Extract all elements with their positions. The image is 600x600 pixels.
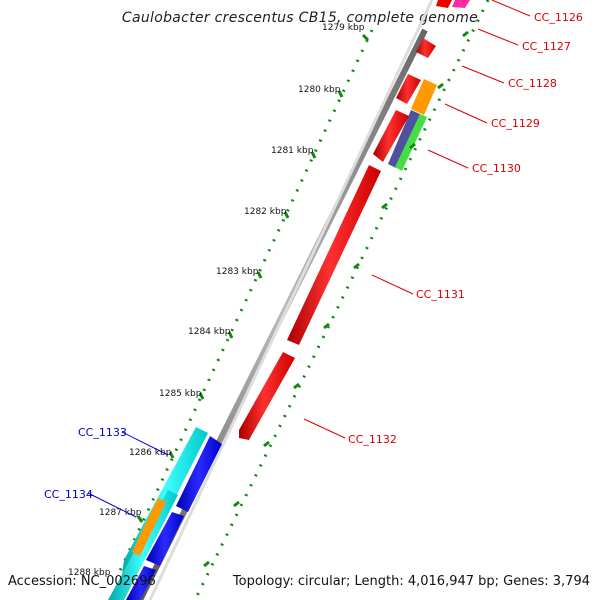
gene-label-cc-1126[interactable]: CC_1126 — [534, 11, 583, 24]
gene-feature-cc-1127[interactable] — [416, 38, 436, 58]
leader-cc-1131 — [371, 274, 414, 295]
accession-text: Accession: NC_002696 — [8, 574, 156, 589]
gene-feature-cc-1132[interactable] — [239, 352, 295, 440]
inner-tick — [293, 382, 300, 390]
leader-cc-1134 — [87, 492, 137, 518]
gene-label-cc-1132[interactable]: CC_1132 — [348, 433, 397, 446]
tick-label: 1286 kbp — [129, 448, 172, 458]
genome-summary-text: Topology: circular; Length: 4,016,947 bp… — [232, 574, 590, 589]
tick-label: 1283 kbp — [216, 267, 259, 277]
tick-mark — [361, 33, 370, 42]
inner-tick — [263, 440, 270, 448]
gene-label-cc-1131[interactable]: CC_1131 — [416, 288, 465, 301]
forward-genes — [239, 0, 470, 440]
tick-label: 1281 kbp — [271, 146, 314, 156]
gene-feature-blue-2[interactable] — [146, 512, 184, 566]
tick-mark — [136, 515, 144, 523]
reverse-genes — [108, 427, 222, 600]
gene-feature-cc-1126[interactable] — [436, 0, 452, 8]
tick-mark — [283, 211, 290, 219]
gene-feature-orange[interactable] — [132, 498, 166, 556]
gene-feature-cc-1130[interactable] — [373, 110, 409, 162]
inner-tick — [233, 500, 240, 508]
tick-label: 1280 kbp — [298, 85, 341, 95]
gene-feature-blue-1[interactable] — [176, 436, 222, 512]
inner-tick — [323, 322, 330, 330]
tick-label: 1282 kbp — [244, 207, 287, 217]
gene-feature-cc-1126b[interactable] — [452, 0, 470, 8]
gene-feature-cc-1130-green[interactable] — [395, 114, 427, 171]
tick-mark — [256, 271, 263, 279]
leader-cc-1132 — [303, 418, 346, 439]
tick-label: 1285 kbp — [159, 389, 202, 399]
inner-dotted-track — [116, 29, 374, 576]
inner-tick — [203, 560, 210, 568]
tick-label: 1279 kbp — [322, 23, 365, 33]
tick-mark — [310, 151, 317, 159]
inner-tick — [409, 142, 416, 150]
tick-mark — [337, 90, 344, 98]
tick-mark — [168, 451, 175, 459]
tick-label: 1284 kbp — [188, 327, 231, 337]
gene-label-cc-1134[interactable]: CC_1134 — [44, 488, 93, 501]
inner-tick — [437, 82, 444, 90]
gene-feature-blue-3[interactable] — [126, 566, 156, 600]
leader-cc-1133 — [121, 431, 169, 456]
gene-labels: CC_1126 CC_1127 CC_1128 CC_1129 CC_1130 … — [44, 11, 583, 501]
tick-group: 1279 kbp 1280 kbp 1281 kbp 1282 kbp 1283… — [68, 23, 469, 578]
tick-mark — [198, 392, 205, 400]
gene-label-cc-1130[interactable]: CC_1130 — [472, 162, 521, 175]
leader-cc-1127 — [477, 28, 519, 46]
tick-label: 1288 kbp — [68, 568, 111, 578]
outer-dotted-track — [193, 0, 490, 600]
gene-label-cc-1127[interactable]: CC_1127 — [522, 40, 571, 53]
gene-feature-cc-1129-orange[interactable] — [411, 79, 437, 115]
gene-label-cc-1128[interactable]: CC_1128 — [508, 77, 557, 90]
gene-feature-cc-1131[interactable] — [287, 165, 381, 345]
backbone-highlight — [148, 0, 434, 600]
inner-tick — [381, 202, 388, 210]
gene-label-cc-1133[interactable]: CC_1133 — [78, 426, 127, 439]
tick-label: 1287 kbp — [99, 508, 142, 518]
gene-feature-cc-1128[interactable] — [396, 74, 421, 104]
inner-tick — [462, 30, 469, 38]
leader-cc-1130 — [427, 149, 469, 169]
leader-cc-1128 — [461, 65, 505, 84]
map-title: Caulobacter crescentus CB15, complete ge… — [121, 10, 479, 26]
gene-label-cc-1129[interactable]: CC_1129 — [491, 117, 540, 130]
leader-cc-1129 — [444, 103, 488, 124]
inner-tick — [353, 262, 360, 270]
leader-cc-1126 — [491, 0, 531, 17]
gene-leaders — [87, 0, 531, 518]
tick-mark — [227, 331, 234, 339]
gene-feature-cc-1129-purple[interactable] — [388, 110, 420, 168]
